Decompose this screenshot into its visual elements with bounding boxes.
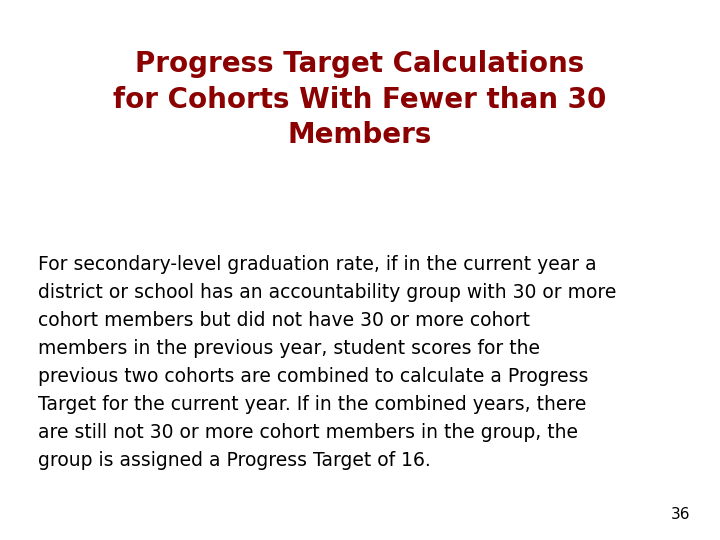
Text: 36: 36 [670, 507, 690, 522]
Text: For secondary-level graduation rate, if in the current year a
district or school: For secondary-level graduation rate, if … [38, 255, 616, 470]
Text: Progress Target Calculations
for Cohorts With Fewer than 30
Members: Progress Target Calculations for Cohorts… [113, 50, 607, 150]
